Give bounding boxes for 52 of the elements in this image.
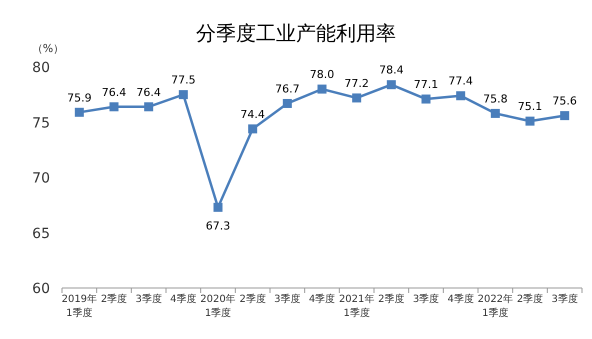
point: [214, 202, 222, 212]
point: [74, 108, 84, 117]
point: [144, 102, 154, 112]
data-label: 76.4: [102, 86, 126, 99]
point: [560, 111, 570, 120]
data-label: 78.0: [310, 68, 334, 82]
data-label: 75.9: [67, 91, 92, 104]
x-tick-label: 3季度: [135, 293, 162, 305]
y-tick-label: 70: [32, 170, 50, 186]
point: [282, 98, 292, 108]
x-tick-label: 4季度: [170, 293, 197, 305]
data-label: 76.7: [275, 82, 300, 96]
point: [110, 102, 118, 112]
x-tick-label: 2019年 1季度: [62, 293, 98, 319]
x-tick-label: 4季度: [308, 293, 336, 305]
x-tick-label: 2季度: [100, 293, 128, 305]
x-tick-label: 2季度: [378, 293, 405, 305]
point: [178, 90, 188, 100]
point: [318, 84, 326, 94]
x-tick-label: 3季度: [274, 293, 301, 305]
y-axis-title: （%）: [32, 42, 64, 55]
x-tick-label: 3季度: [412, 293, 440, 305]
x-tick-label: 3季度: [551, 293, 578, 305]
data-label: 77.4: [448, 74, 473, 88]
data-label: 75.6: [552, 94, 577, 108]
chart-title: 分季度工业产能利用率: [196, 21, 396, 45]
point: [490, 108, 500, 118]
point: [422, 94, 430, 104]
data-label: 77.5: [171, 74, 196, 87]
x-tick-label: 2020年 1季度: [200, 293, 236, 319]
data-label: 67.3: [206, 219, 230, 232]
point: [352, 93, 362, 102]
x-tick-label: 4季度: [447, 293, 474, 305]
y-tick-label: 75: [32, 115, 50, 132]
point: [456, 91, 466, 100]
data-label: 77.1: [414, 78, 438, 92]
data-label: 75.8: [483, 92, 508, 106]
y-tick-label: 60: [32, 281, 50, 297]
data-label: 75.1: [518, 100, 542, 114]
y-tick-label: 80: [32, 60, 50, 76]
x-tick-label: 2季度: [239, 293, 266, 305]
x-tick-label: 2021年 1季度: [338, 293, 374, 319]
y-tick-label: 65: [32, 226, 50, 242]
data-label: 78.4: [379, 64, 404, 77]
data-label: 77.2: [344, 76, 369, 90]
point: [526, 116, 534, 126]
data-label: 76.4: [136, 86, 161, 99]
x-tick-label: 2季度: [516, 293, 544, 305]
data-label: 74.4: [240, 108, 265, 121]
x-tick-label: 2022年 1季度: [478, 293, 514, 319]
point: [248, 124, 258, 134]
point: [386, 80, 396, 90]
